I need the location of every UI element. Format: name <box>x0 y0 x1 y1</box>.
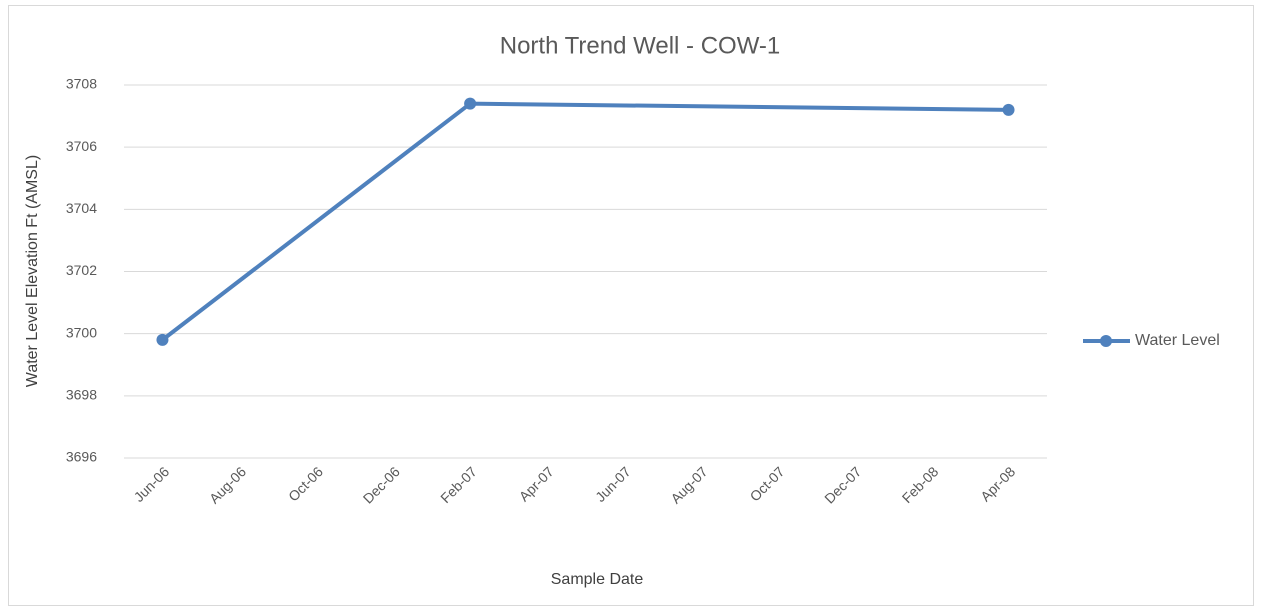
x-axis-title: Sample Date <box>551 571 644 588</box>
y-tick-label: 3700 <box>66 324 97 340</box>
y-tick-label: 3704 <box>66 200 97 216</box>
y-tick-label: 3706 <box>66 138 97 154</box>
data-point <box>156 333 169 346</box>
chart-frame <box>8 5 1254 606</box>
legend-marker <box>1100 335 1112 347</box>
data-point <box>464 97 477 110</box>
chart-title: North Trend Well - COW-1 <box>500 32 781 59</box>
data-point <box>1002 103 1015 116</box>
y-tick-label: 3702 <box>66 262 97 278</box>
y-tick-label: 3708 <box>66 76 97 92</box>
legend-label: Water Level <box>1135 332 1220 349</box>
y-tick-label: 3696 <box>66 449 97 465</box>
y-tick-label: 3698 <box>66 387 97 403</box>
y-axis-title: Water Level Elevation Ft (AMSL) <box>24 155 41 387</box>
